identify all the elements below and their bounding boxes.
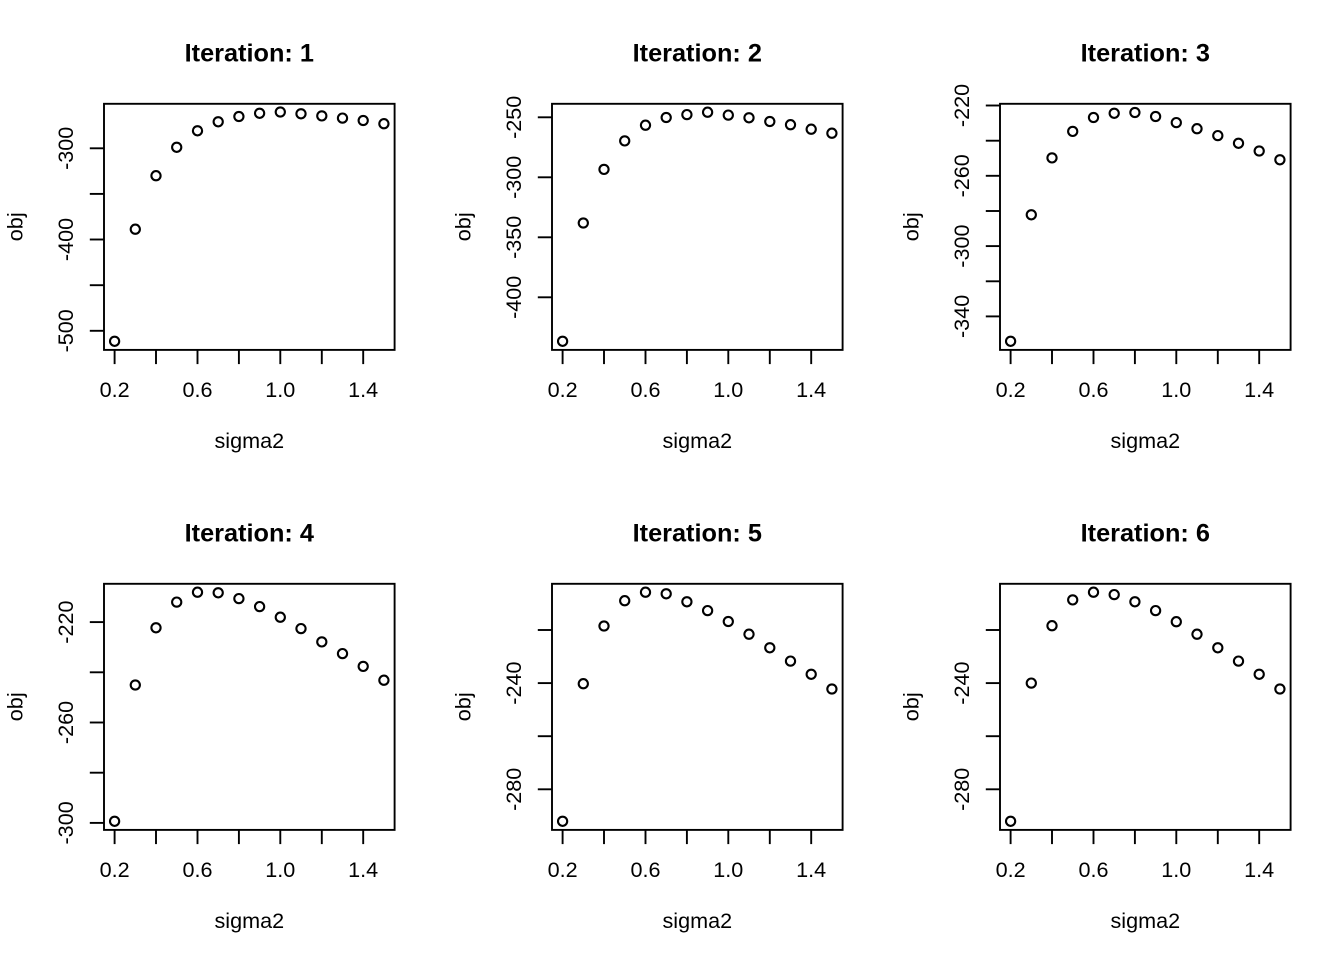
svg-text:1.4: 1.4 xyxy=(1244,857,1274,882)
svg-text:-340: -340 xyxy=(949,295,974,338)
svg-text:0.6: 0.6 xyxy=(630,857,660,882)
svg-text:-300: -300 xyxy=(949,224,974,267)
svg-text:obj: obj xyxy=(899,212,924,241)
svg-text:0.2: 0.2 xyxy=(996,377,1026,402)
svg-text:Iteration: 6: Iteration: 6 xyxy=(1081,520,1210,548)
svg-text:1.0: 1.0 xyxy=(1161,377,1191,402)
svg-text:obj: obj xyxy=(899,692,924,721)
svg-text:-250: -250 xyxy=(501,96,526,139)
svg-text:-300: -300 xyxy=(53,127,78,170)
svg-text:1.4: 1.4 xyxy=(348,857,378,882)
svg-text:0.6: 0.6 xyxy=(1078,377,1108,402)
svg-text:-300: -300 xyxy=(501,156,526,199)
svg-text:1.0: 1.0 xyxy=(713,857,743,882)
svg-text:-240: -240 xyxy=(501,661,526,704)
svg-text:sigma2: sigma2 xyxy=(1110,908,1180,933)
svg-text:sigma2: sigma2 xyxy=(1110,428,1180,453)
svg-text:0.6: 0.6 xyxy=(182,377,212,402)
svg-text:-220: -220 xyxy=(949,84,974,127)
svg-text:0.2: 0.2 xyxy=(996,857,1026,882)
svg-text:1.0: 1.0 xyxy=(713,377,743,402)
svg-text:-220: -220 xyxy=(53,600,78,643)
svg-text:sigma2: sigma2 xyxy=(214,908,284,933)
svg-text:1.0: 1.0 xyxy=(1161,857,1191,882)
svg-text:Iteration: 3: Iteration: 3 xyxy=(1081,40,1210,68)
svg-text:0.6: 0.6 xyxy=(1078,857,1108,882)
svg-text:-260: -260 xyxy=(949,154,974,197)
svg-text:1.0: 1.0 xyxy=(265,857,295,882)
svg-text:1.4: 1.4 xyxy=(348,377,378,402)
svg-text:0.2: 0.2 xyxy=(100,857,130,882)
svg-text:-350: -350 xyxy=(501,216,526,259)
svg-text:-500: -500 xyxy=(53,309,78,352)
svg-text:1.0: 1.0 xyxy=(265,377,295,402)
svg-text:1.4: 1.4 xyxy=(796,857,826,882)
svg-text:0.2: 0.2 xyxy=(548,857,578,882)
svg-text:0.2: 0.2 xyxy=(100,377,130,402)
svg-text:obj: obj xyxy=(451,692,476,721)
svg-text:-300: -300 xyxy=(53,801,78,844)
svg-text:obj: obj xyxy=(3,212,28,241)
svg-text:Iteration: 4: Iteration: 4 xyxy=(185,520,314,548)
svg-text:Iteration: 2: Iteration: 2 xyxy=(633,40,762,68)
svg-text:-400: -400 xyxy=(501,276,526,319)
svg-text:Iteration: 5: Iteration: 5 xyxy=(633,520,762,548)
svg-text:-400: -400 xyxy=(53,218,78,261)
svg-text:obj: obj xyxy=(451,212,476,241)
svg-text:Iteration: 1: Iteration: 1 xyxy=(185,40,314,68)
svg-text:sigma2: sigma2 xyxy=(662,908,732,933)
svg-text:-280: -280 xyxy=(501,768,526,811)
svg-text:sigma2: sigma2 xyxy=(662,428,732,453)
svg-text:-260: -260 xyxy=(53,701,78,744)
svg-text:sigma2: sigma2 xyxy=(214,428,284,453)
svg-text:0.6: 0.6 xyxy=(630,377,660,402)
svg-text:-280: -280 xyxy=(949,768,974,811)
svg-text:-240: -240 xyxy=(949,661,974,704)
svg-text:1.4: 1.4 xyxy=(796,377,826,402)
svg-text:0.6: 0.6 xyxy=(182,857,212,882)
svg-text:1.4: 1.4 xyxy=(1244,377,1274,402)
svg-text:0.2: 0.2 xyxy=(548,377,578,402)
svg-text:obj: obj xyxy=(3,692,28,721)
